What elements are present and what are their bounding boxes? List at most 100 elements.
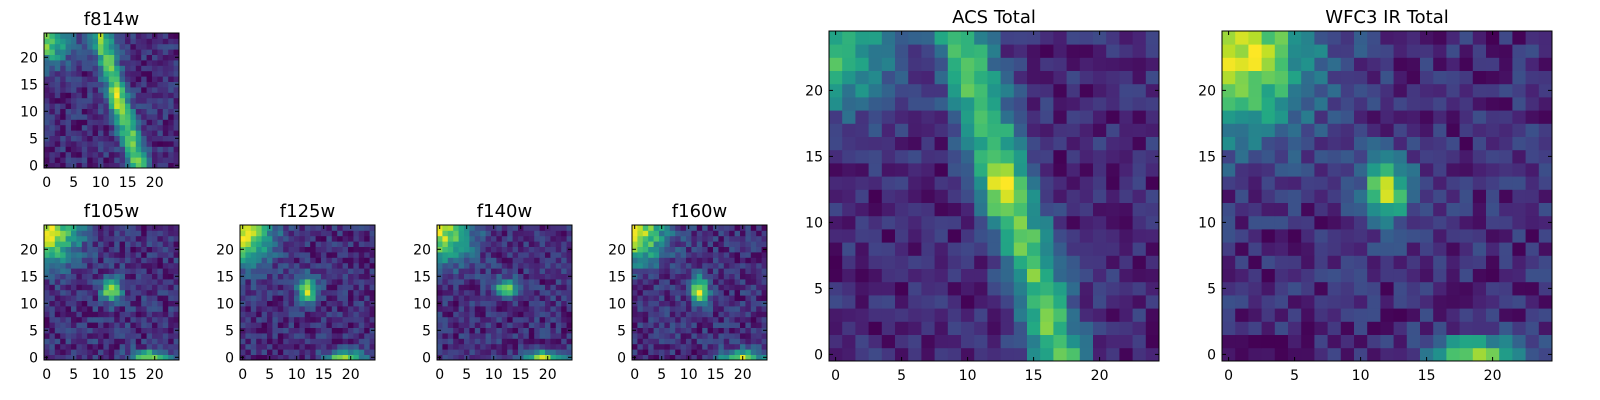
- heatmap-cell: [358, 311, 365, 318]
- heatmap-cell: [60, 151, 66, 158]
- heatmap-cell: [1288, 163, 1302, 177]
- heatmap-cell: [119, 295, 126, 301]
- heatmap-cell: [1499, 110, 1513, 124]
- heatmap-cell: [842, 110, 856, 124]
- heatmap-cell: [337, 262, 343, 269]
- heatmap-cell: [1013, 44, 1028, 58]
- heatmap-cell: [1027, 242, 1041, 256]
- heatmap-cell: [659, 273, 665, 280]
- heatmap-cell: [168, 81, 174, 88]
- heatmap-cell: [162, 76, 169, 82]
- heatmap-cell: [98, 327, 104, 334]
- heatmap-cell: [1222, 255, 1236, 269]
- heatmap-cell: [632, 268, 638, 274]
- heatmap-cell: [261, 349, 268, 355]
- heatmap-cell: [304, 284, 311, 291]
- heatmap-cell: [512, 235, 519, 242]
- heatmap-cell: [740, 333, 746, 339]
- heatmap-cell: [98, 338, 104, 345]
- heatmap-cell: [491, 284, 497, 291]
- heatmap-cell: [1380, 281, 1394, 296]
- heatmap-cell: [718, 284, 725, 291]
- heatmap-cell: [1000, 110, 1015, 124]
- heatmap-cell: [49, 151, 56, 158]
- heatmap-cell: [474, 322, 481, 328]
- heatmap-cell: [60, 295, 66, 301]
- heatmap-cell: [173, 87, 180, 93]
- heatmap-cell: [1367, 97, 1381, 111]
- heatmap-cell: [453, 300, 459, 307]
- heatmap-cell: [288, 354, 295, 361]
- heatmap-cell: [315, 311, 322, 318]
- heatmap-cell: [1261, 215, 1276, 230]
- heatmap-cell: [71, 300, 77, 307]
- heatmap-cell: [642, 268, 649, 274]
- heatmap-cell: [464, 300, 470, 307]
- heatmap-cell: [501, 284, 508, 291]
- heatmap-cell: [1222, 83, 1236, 98]
- heatmap-cell: [1145, 176, 1160, 190]
- heatmap-cell: [119, 246, 126, 253]
- heatmap-cell: [1433, 123, 1447, 137]
- heatmap-cell: [961, 334, 975, 349]
- heatmap-cell: [1119, 83, 1133, 98]
- heatmap-cell: [1261, 255, 1276, 269]
- heatmap-cell: [1288, 83, 1302, 98]
- heatmap-cell: [1446, 163, 1460, 177]
- heatmap-cell: [523, 268, 530, 274]
- heatmap-cell: [669, 268, 676, 274]
- heatmap-cell: [1000, 255, 1015, 269]
- heatmap-cell: [162, 135, 169, 142]
- heatmap-cell: [534, 295, 540, 301]
- x-tick-label: 0: [630, 367, 639, 383]
- heatmap-cell: [326, 289, 333, 296]
- heatmap-cell: [745, 354, 752, 361]
- heatmap-cell: [358, 343, 365, 350]
- heatmap-cell: [1420, 255, 1434, 269]
- heatmap-cell: [119, 268, 126, 274]
- heatmap-cell: [1459, 334, 1474, 349]
- heatmap-cell: [130, 49, 137, 55]
- heatmap-cell: [632, 343, 638, 350]
- heatmap-cell: [60, 87, 66, 93]
- heatmap-cell: [369, 349, 376, 355]
- heatmap-cell: [92, 225, 99, 231]
- heatmap-cell: [485, 252, 492, 258]
- heatmap-cell: [108, 311, 115, 318]
- heatmap-cell: [868, 229, 883, 243]
- heatmap-cell: [921, 295, 935, 309]
- heatmap-cell: [648, 333, 654, 339]
- heatmap-cell: [842, 229, 856, 243]
- heatmap-cell: [555, 327, 562, 334]
- heatmap-cell: [310, 230, 316, 237]
- heatmap-cell: [54, 146, 61, 153]
- heatmap-cell: [331, 338, 338, 345]
- heatmap-cell: [245, 333, 252, 339]
- heatmap-cell: [1512, 70, 1526, 85]
- heatmap-cell: [1145, 149, 1160, 164]
- heatmap-cell: [60, 92, 66, 99]
- heatmap-cell: [152, 262, 158, 269]
- heatmap-cell: [734, 322, 741, 328]
- heatmap-cell: [256, 295, 262, 301]
- heatmap-cell: [561, 338, 567, 345]
- heatmap-cell: [168, 268, 174, 274]
- heatmap-cell: [267, 279, 273, 285]
- heatmap-cell: [691, 354, 698, 361]
- heatmap-cell: [1000, 44, 1015, 58]
- heatmap-cell: [108, 322, 115, 328]
- heatmap-cell: [130, 162, 137, 169]
- heatmap-cell: [1222, 163, 1236, 177]
- heatmap-cell: [680, 273, 687, 280]
- heatmap-cell: [669, 241, 676, 247]
- heatmap-cell: [1393, 83, 1408, 98]
- heatmap-cell: [829, 70, 843, 85]
- heatmap-cell: [108, 241, 115, 247]
- heatmap-cell: [523, 311, 530, 318]
- heatmap-cell: [664, 311, 671, 318]
- heatmap-cell: [130, 306, 137, 312]
- heatmap-cell: [1406, 136, 1421, 151]
- heatmap-cell: [60, 252, 66, 258]
- x-tick-label: 10: [92, 175, 110, 191]
